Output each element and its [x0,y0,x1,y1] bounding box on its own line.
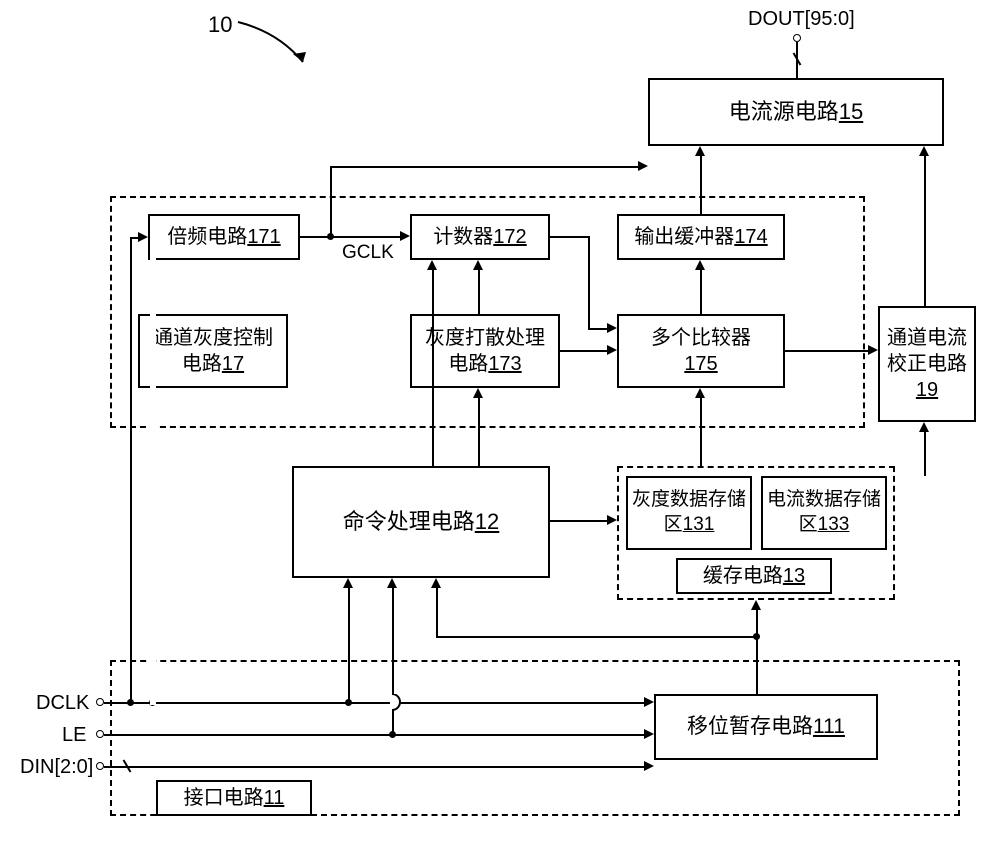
arrow-12-173 [473,388,483,398]
le-pin [96,730,104,738]
arrow-din-sr [644,761,654,771]
line-111-13 [756,610,758,694]
figure-ref-label: 10 [208,12,232,38]
block-shift-reg: 移位暂存电路111 [654,694,878,760]
arrow-12-172 [427,260,437,270]
arrow-111-12 [431,578,441,588]
figure-ref-arrow [238,22,318,72]
arrow-173-172 [473,260,483,270]
block-curr-store: 电流数据存储区133 [761,476,887,550]
arrow-12-13 [607,515,617,525]
arrow-le-sr [644,729,654,739]
node-dclk2 [127,699,134,706]
line-173-172 [478,270,480,314]
arrow-dclk-sr [644,697,654,707]
arrow-171-172 [400,231,410,241]
block-out-buffer: 输出缓冲器174 [617,214,785,260]
block-current-source: 电流源电路15 [648,78,944,146]
node-111-branch [753,633,760,640]
arrow-175-174 [695,260,705,270]
gclk-label: GCLK [342,242,394,264]
line-13-175 [700,398,702,466]
line-173-175 [560,350,607,352]
arrow-172-175 [607,323,617,333]
dclk-pin [96,698,104,706]
din-label: DIN[2:0] [20,756,93,779]
line-172-175-v [588,236,590,330]
line-din [104,766,644,768]
line-172-175-h [550,236,590,238]
block-gray-store: 灰度数据存储区131 [626,476,752,550]
line-dclk [104,702,644,704]
line-133-19 [924,432,926,476]
block-counter: 计数器172 [410,214,550,260]
arrow-19-15 [919,146,929,156]
arrow-111-13 [751,600,761,610]
line-le [104,734,644,736]
line-172-175-h2 [588,328,608,330]
le-label: LE [62,724,86,747]
line-175-174 [700,270,702,314]
line-171-up [330,166,332,236]
dclk-label: DCLK [36,692,89,715]
line-174-15 [700,156,702,214]
block-chan-corr: 通道电流校正电路19 [878,306,976,422]
arrow-173-175 [607,345,617,355]
arrow-171-15 [638,161,648,171]
arrow-dclk-171 [138,232,148,242]
dout-label: DOUT[95:0] [748,8,855,31]
line-dclk-12-v [348,588,350,702]
line-dclk-into-171 [130,237,138,239]
block-cache: 缓存电路13 [676,558,832,594]
line-175-19 [785,350,868,352]
block-freq-mult: 倍频电路171 [148,214,300,260]
line-12-172 [432,270,434,466]
line-12-173 [478,398,480,466]
arrow-174-15 [695,146,705,156]
line-171-to-15 [330,166,638,168]
block-cmd-proc: 命令处理电路12 [292,466,550,578]
block-gray-ctrl: 通道灰度控制电路17 [138,314,288,388]
din-pin [96,762,104,770]
line-171-172 [300,236,400,238]
block-comparators: 多个比较器175 [617,314,785,388]
dout-pin [793,34,801,42]
line-111-12-v [436,588,438,638]
arrow-133-19 [919,422,929,432]
line-12-13 [550,520,607,522]
arrow-le-12 [387,578,397,588]
line-19-15 [924,156,926,306]
arrow-13-175 [695,388,705,398]
line-dclk-up2 [130,237,132,702]
arrow-175-19 [868,345,878,355]
block-interface: 接口电路11 [156,780,312,816]
line-111-12-h [436,636,756,638]
arrow-dclk-12 [343,578,353,588]
